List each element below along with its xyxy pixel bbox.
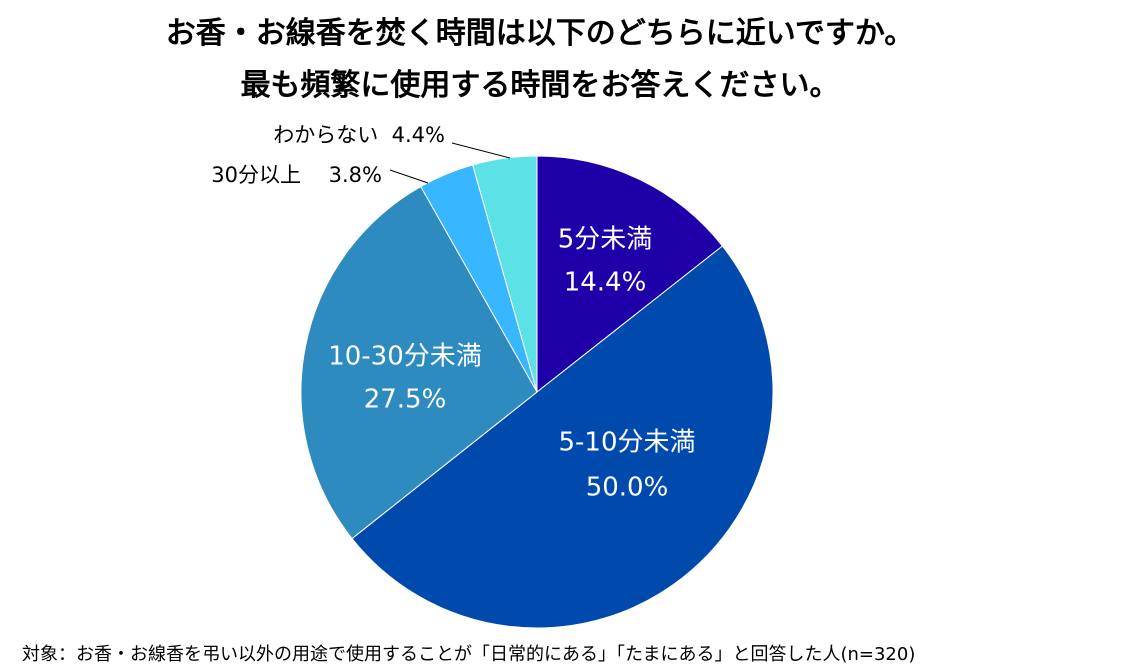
- leader-line: [389, 169, 429, 184]
- pie-slice: [300, 185, 538, 540]
- slice-label: 30分以上 3.8%: [211, 163, 382, 187]
- chart-title-line-1: お香・お線香を焚く時間は以下のどちらに近いですか。: [165, 16, 915, 51]
- chart-title-line-2: 最も頻繁に使用する時間をお答えください。: [240, 68, 840, 103]
- slice-value-label: 27.5%: [364, 385, 447, 415]
- slice-value-label: 14.4%: [564, 268, 647, 298]
- pie-slice: [351, 245, 774, 629]
- slice-value-label: 50.0%: [586, 473, 669, 503]
- pie-slice: [536, 155, 724, 394]
- slice-label: 5-10分未満: [558, 428, 695, 458]
- pie-slice: [472, 155, 538, 393]
- slice-label: わからない 4.4%: [273, 123, 445, 147]
- slice-label: 5分未満: [558, 225, 653, 255]
- slice-label: 10-30分未満: [328, 342, 482, 372]
- leader-line: [451, 142, 511, 159]
- footnote: 対象：お香・お線香を弔い以外の用途で使用することが「日常的にある」「たまにある」…: [22, 644, 916, 665]
